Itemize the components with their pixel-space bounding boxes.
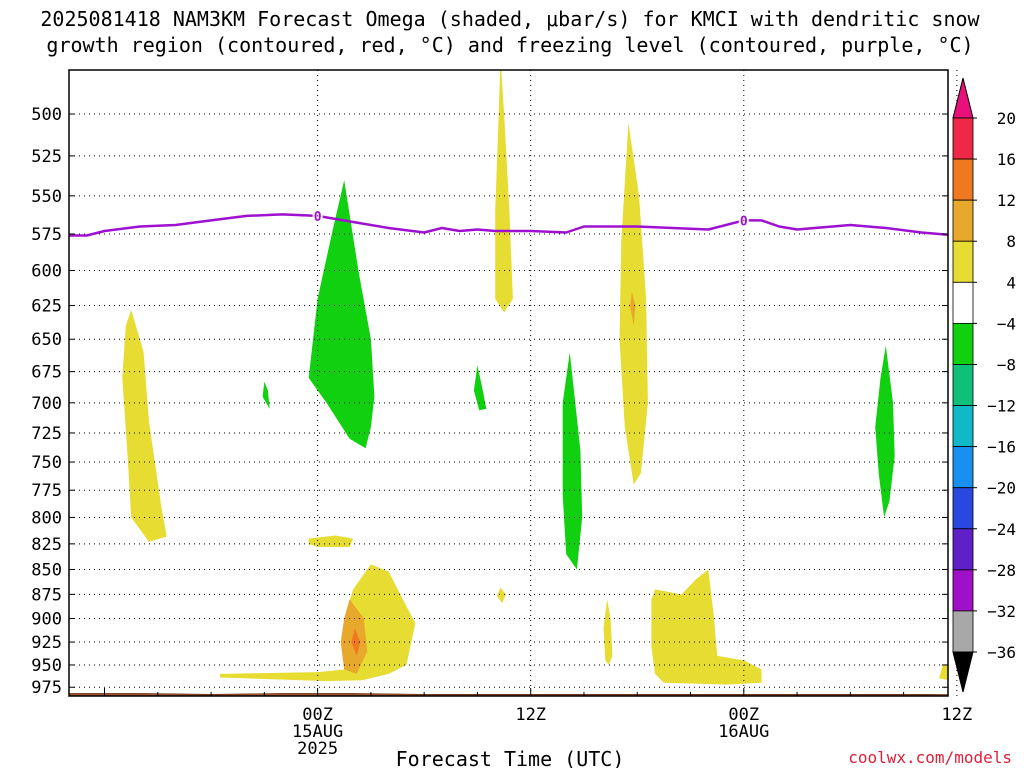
y-tick-label-525: 525: [31, 147, 62, 167]
omega-region-6: [308, 535, 354, 547]
pressure-axis: 500 525 550 575 600 625 650 675 700 725 750 775 800 8…: [31, 105, 948, 698]
colorbar-lower-triangle: [952, 651, 974, 693]
colorbar-label-5: −4: [997, 314, 1016, 333]
omega-region-2: [219, 564, 416, 682]
omega-region-1: [308, 180, 375, 449]
y-tick-label-675: 675: [31, 363, 62, 383]
shaded-omega-regions: [122, 70, 948, 685]
y-tick-label-650: 650: [31, 330, 62, 350]
colorbar-label-11: −28: [987, 561, 1016, 580]
y-tick-label-750: 750: [31, 453, 62, 473]
omega-region-16: [939, 664, 948, 680]
colorbar-label-2: 12: [997, 191, 1016, 210]
y-tick-label-725: 725: [31, 424, 62, 444]
y-tick-label-875: 875: [31, 585, 62, 605]
omega-region-10: [562, 352, 583, 570]
omega-region-15: [875, 345, 895, 518]
time-axis: 00Z15AUG202512Z00Z16AUG12Z00Z17AUG: [104, 688, 973, 759]
colorbar-band-2: [952, 199, 974, 242]
x-tick-label-24-0: 00Z: [728, 705, 759, 725]
colorbar-label-6: −8: [997, 355, 1016, 374]
y-tick-label-925: 925: [31, 633, 62, 653]
x-tick-label-24-1: 16AUG: [718, 722, 769, 742]
colorbar-band-6: [952, 364, 974, 406]
x-tick-label-36-0: 12Z: [942, 705, 973, 725]
freezing-level-label-1: 0: [740, 214, 748, 229]
y-tick-label-850: 850: [31, 560, 62, 580]
colorbar-label-1: 16: [997, 150, 1016, 169]
colorbar-upper-triangle: [952, 77, 974, 119]
colorbar-band-5: [952, 322, 974, 365]
y-tick-label-700: 700: [31, 394, 62, 414]
y-tick-label-600: 600: [31, 262, 62, 282]
plot-frame: [68, 69, 949, 697]
colorbar-band-8: [952, 446, 974, 489]
colorbar-label-3: 8: [1006, 232, 1016, 251]
x-tick-label-0-1: 15AUG: [292, 722, 343, 742]
x-axis-title: Forecast Time (UTC): [396, 747, 625, 768]
omega-region-14: [651, 569, 762, 685]
colorbar-label-8: −16: [987, 438, 1016, 457]
y-tick-label-625: 625: [31, 297, 62, 317]
colorbar: 20 16 12 8 4 −4 −8 −12 −16 −20 −24 −28 −32 −36: [952, 77, 1016, 693]
y-tick-label-800: 800: [31, 508, 62, 528]
freezing-level-line: [69, 213, 948, 237]
omega-region-9: [497, 587, 506, 604]
x-tick-label-0-0: 00Z: [302, 705, 333, 725]
colorbar-label-4: 4: [1006, 273, 1016, 292]
y-tick-label-500: 500: [31, 105, 62, 125]
colorbar-band-10: [952, 528, 974, 571]
omega-region-4: [351, 628, 361, 656]
colorbar-band-3: [952, 240, 974, 283]
y-tick-label-775: 775: [31, 481, 62, 501]
colorbar-band-7: [952, 405, 974, 448]
omega-region-0: [122, 309, 167, 542]
omega-region-8: [495, 70, 513, 313]
y-tick-label-825: 825: [31, 535, 62, 555]
x-tick-label-12-0: 12Z: [515, 705, 546, 725]
chart-title-line1: 2025081418 NAM3KM Forecast Omega (shaded…: [40, 7, 980, 31]
y-tick-label-550: 550: [31, 187, 62, 207]
x-tick-label-0-2: 2025: [297, 739, 338, 759]
freezing-level-label-0: 0: [314, 210, 322, 225]
omega-region-5: [262, 381, 270, 409]
colorbar-label-12: −32: [987, 602, 1016, 621]
colorbar-label-7: −12: [987, 397, 1016, 416]
credit-text: coolwx.com/models: [848, 748, 1012, 767]
colorbar-label-10: −24: [987, 520, 1016, 539]
freezing-level-contour: 000: [69, 207, 948, 237]
colorbar-band-0: [952, 117, 974, 160]
plot-border: [68, 69, 949, 697]
colorbar-band-1: [952, 158, 974, 201]
colorbar-band-11: [952, 569, 974, 612]
colorbar-label-0: 20: [997, 109, 1016, 128]
omega-region-12: [630, 291, 636, 326]
colorbar-label-9: −20: [987, 479, 1016, 498]
colorbar-band-4: [952, 281, 974, 324]
omega-region-7: [473, 365, 487, 411]
colorbar-band-12: [952, 610, 974, 653]
chart-title-line2: growth region (contoured, red, °C) and f…: [46, 33, 973, 57]
colorbar-label-13: −36: [987, 643, 1016, 662]
y-tick-label-900: 900: [31, 610, 62, 630]
y-tick-label-575: 575: [31, 225, 62, 245]
colorbar-band-9: [952, 487, 974, 530]
freezing-label-bg-0: [312, 207, 323, 223]
omega-region-13: [603, 599, 613, 665]
y-tick-label-975: 975: [31, 678, 62, 698]
y-tick-label-950: 950: [31, 656, 62, 676]
freezing-label-bg-1: [738, 212, 749, 228]
